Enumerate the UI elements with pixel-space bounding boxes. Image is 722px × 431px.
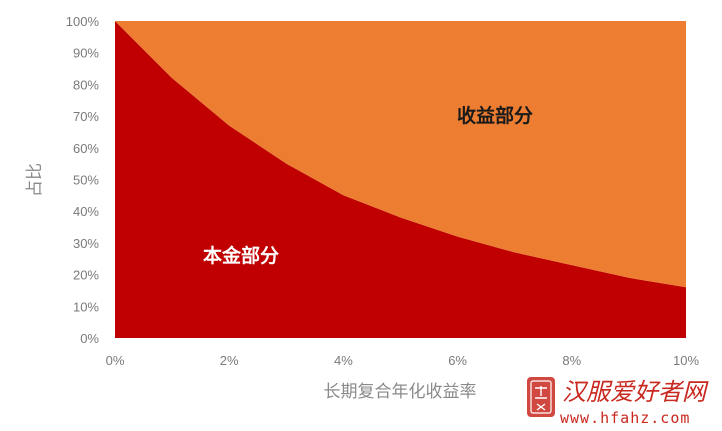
y-tick-label: 30% <box>73 236 99 251</box>
y-axis-ticks: 0% 10% 20% 30% 40% 50% 60% 70% 80% 90% 100% <box>66 14 100 346</box>
watermark: 汉服爱好者网 www.hfahz.com <box>527 377 709 427</box>
x-tick-label: 4% <box>334 353 353 368</box>
y-tick-label: 50% <box>73 173 99 188</box>
x-tick-label: 6% <box>448 353 467 368</box>
series-label-principal: 本金部分 <box>203 244 279 267</box>
y-tick-label: 20% <box>73 268 99 283</box>
x-tick-label: 10% <box>673 353 699 368</box>
x-axis-ticks: 0% 2% 4% 6% 8% 10% <box>106 353 700 368</box>
area-series-1 <box>115 21 686 288</box>
series-label-earnings: 收益部分 <box>457 104 533 127</box>
y-tick-label: 100% <box>66 14 100 29</box>
y-tick-label: 90% <box>73 46 99 61</box>
y-tick-label: 80% <box>73 77 99 92</box>
seal-stamp-icon <box>527 377 555 417</box>
plot-areas <box>115 21 686 338</box>
y-tick-label: 10% <box>73 299 99 314</box>
y-tick-label: 40% <box>73 204 99 219</box>
x-tick-label: 0% <box>106 353 125 368</box>
y-tick-label: 60% <box>73 141 99 156</box>
x-axis-title: 长期复合年化收益率 <box>324 382 477 402</box>
watermark-url: www.hfahz.com <box>560 409 690 427</box>
x-tick-label: 8% <box>562 353 581 368</box>
y-tick-label: 0% <box>80 331 99 346</box>
x-tick-label: 2% <box>220 353 239 368</box>
watermark-text: 汉服爱好者网 <box>562 378 709 406</box>
y-axis-title: 占比 <box>25 163 45 197</box>
y-tick-label: 70% <box>73 109 99 124</box>
